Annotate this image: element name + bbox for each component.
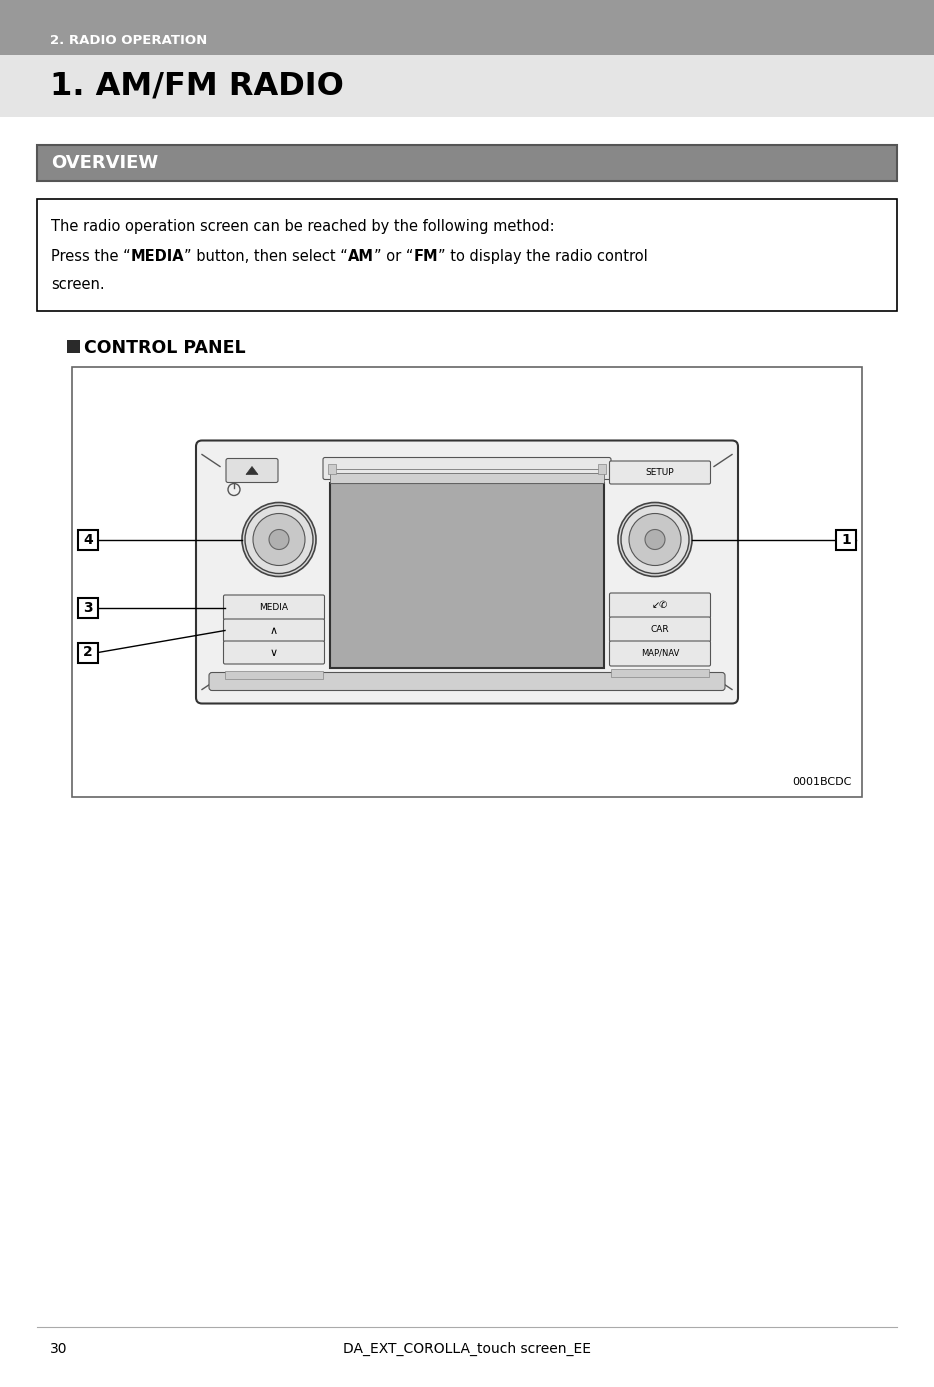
Text: CONTROL PANEL: CONTROL PANEL [84, 338, 246, 356]
Bar [836, 530, 856, 549]
FancyBboxPatch shape [226, 459, 278, 483]
Text: ↙✆: ↙✆ [652, 601, 668, 610]
Text: The radio operation screen can be reached by the following method:: The radio operation screen can be reache… [51, 219, 555, 234]
Text: MEDIA: MEDIA [131, 250, 184, 264]
Bar [598, 463, 606, 473]
Bar [330, 483, 604, 667]
Text: ∨: ∨ [270, 648, 278, 657]
FancyBboxPatch shape [610, 641, 711, 666]
Text: 1: 1 [842, 533, 851, 546]
Circle shape [645, 530, 665, 549]
Text: AM: AM [348, 250, 374, 264]
Circle shape [621, 505, 689, 573]
Bar [328, 463, 336, 473]
Bar [78, 642, 98, 663]
Bar [78, 598, 98, 617]
Text: Press the “: Press the “ [51, 250, 131, 264]
Bar [78, 530, 98, 549]
Bar [0, 55, 934, 117]
Circle shape [629, 513, 681, 566]
Bar [0, 0, 934, 55]
Text: FM: FM [414, 250, 438, 264]
Circle shape [253, 513, 305, 566]
FancyBboxPatch shape [209, 673, 725, 691]
Text: OVERVIEW: OVERVIEW [51, 154, 158, 172]
Bar [225, 670, 323, 678]
FancyBboxPatch shape [323, 458, 611, 480]
FancyBboxPatch shape [223, 595, 324, 620]
FancyBboxPatch shape [610, 460, 711, 484]
Text: MAP/NAV: MAP/NAV [641, 649, 679, 657]
Bar [72, 368, 862, 798]
Text: ” to display the radio control: ” to display the radio control [438, 250, 648, 264]
Text: SETUP: SETUP [645, 467, 674, 477]
Circle shape [245, 505, 313, 573]
Text: 4: 4 [83, 533, 92, 546]
Text: 1. AM/FM RADIO: 1. AM/FM RADIO [50, 71, 344, 101]
Polygon shape [246, 466, 258, 474]
FancyBboxPatch shape [610, 594, 711, 619]
Text: 3: 3 [83, 601, 92, 614]
Text: screen.: screen. [51, 277, 105, 293]
Circle shape [269, 530, 289, 549]
Bar [611, 669, 709, 677]
Bar [37, 198, 897, 311]
FancyBboxPatch shape [223, 619, 324, 642]
Text: DA_EXT_COROLLA_touch screen_EE: DA_EXT_COROLLA_touch screen_EE [343, 1343, 591, 1356]
FancyBboxPatch shape [610, 617, 711, 642]
Bar [67, 340, 80, 354]
Text: 30: 30 [50, 1343, 67, 1356]
FancyBboxPatch shape [196, 441, 738, 703]
Text: ” or “: ” or “ [374, 250, 414, 264]
Bar [37, 146, 897, 180]
Text: CAR: CAR [651, 626, 670, 634]
Text: 2. RADIO OPERATION: 2. RADIO OPERATION [50, 33, 207, 47]
Text: ∧: ∧ [270, 626, 278, 635]
Text: ” button, then select “: ” button, then select “ [184, 250, 348, 264]
Circle shape [242, 502, 316, 577]
Circle shape [618, 502, 692, 577]
FancyBboxPatch shape [223, 641, 324, 664]
Text: MEDIA: MEDIA [260, 603, 289, 612]
Text: 2: 2 [83, 645, 92, 659]
Text: 0001BCDC: 0001BCDC [793, 777, 852, 786]
Bar [330, 473, 604, 483]
